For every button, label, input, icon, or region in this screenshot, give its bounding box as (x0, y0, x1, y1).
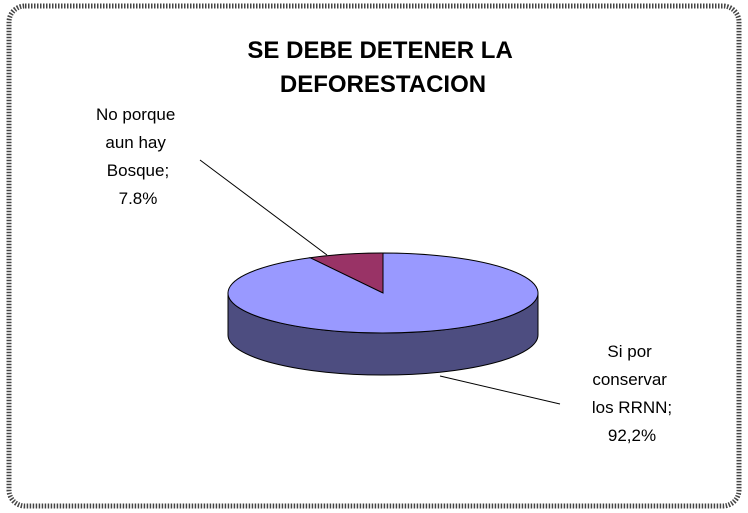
data-label-category: Si por conservar los RRNN; (592, 342, 672, 417)
slice (227, 252, 539, 334)
text-line: los RRNN; (592, 398, 672, 417)
text-line: conservar (592, 370, 671, 389)
data-label-category: No porque aun hay Bosque; (96, 105, 180, 180)
leader-line (439, 375, 561, 405)
text-line: Si por (607, 342, 656, 361)
data-label: 92,2% (608, 426, 656, 445)
text-line: aun hay (105, 133, 170, 152)
leader-line (199, 159, 328, 256)
chart-title: SE DEBE DETENER LA DEFORESTACION (247, 37, 518, 98)
text-line: DEFORESTACION (280, 71, 486, 98)
text-line: Bosque; (107, 161, 169, 180)
data-label: 7.8% (119, 189, 158, 208)
text-line: SE DEBE DETENER LA (247, 37, 518, 64)
text-line: No porque (96, 105, 180, 124)
